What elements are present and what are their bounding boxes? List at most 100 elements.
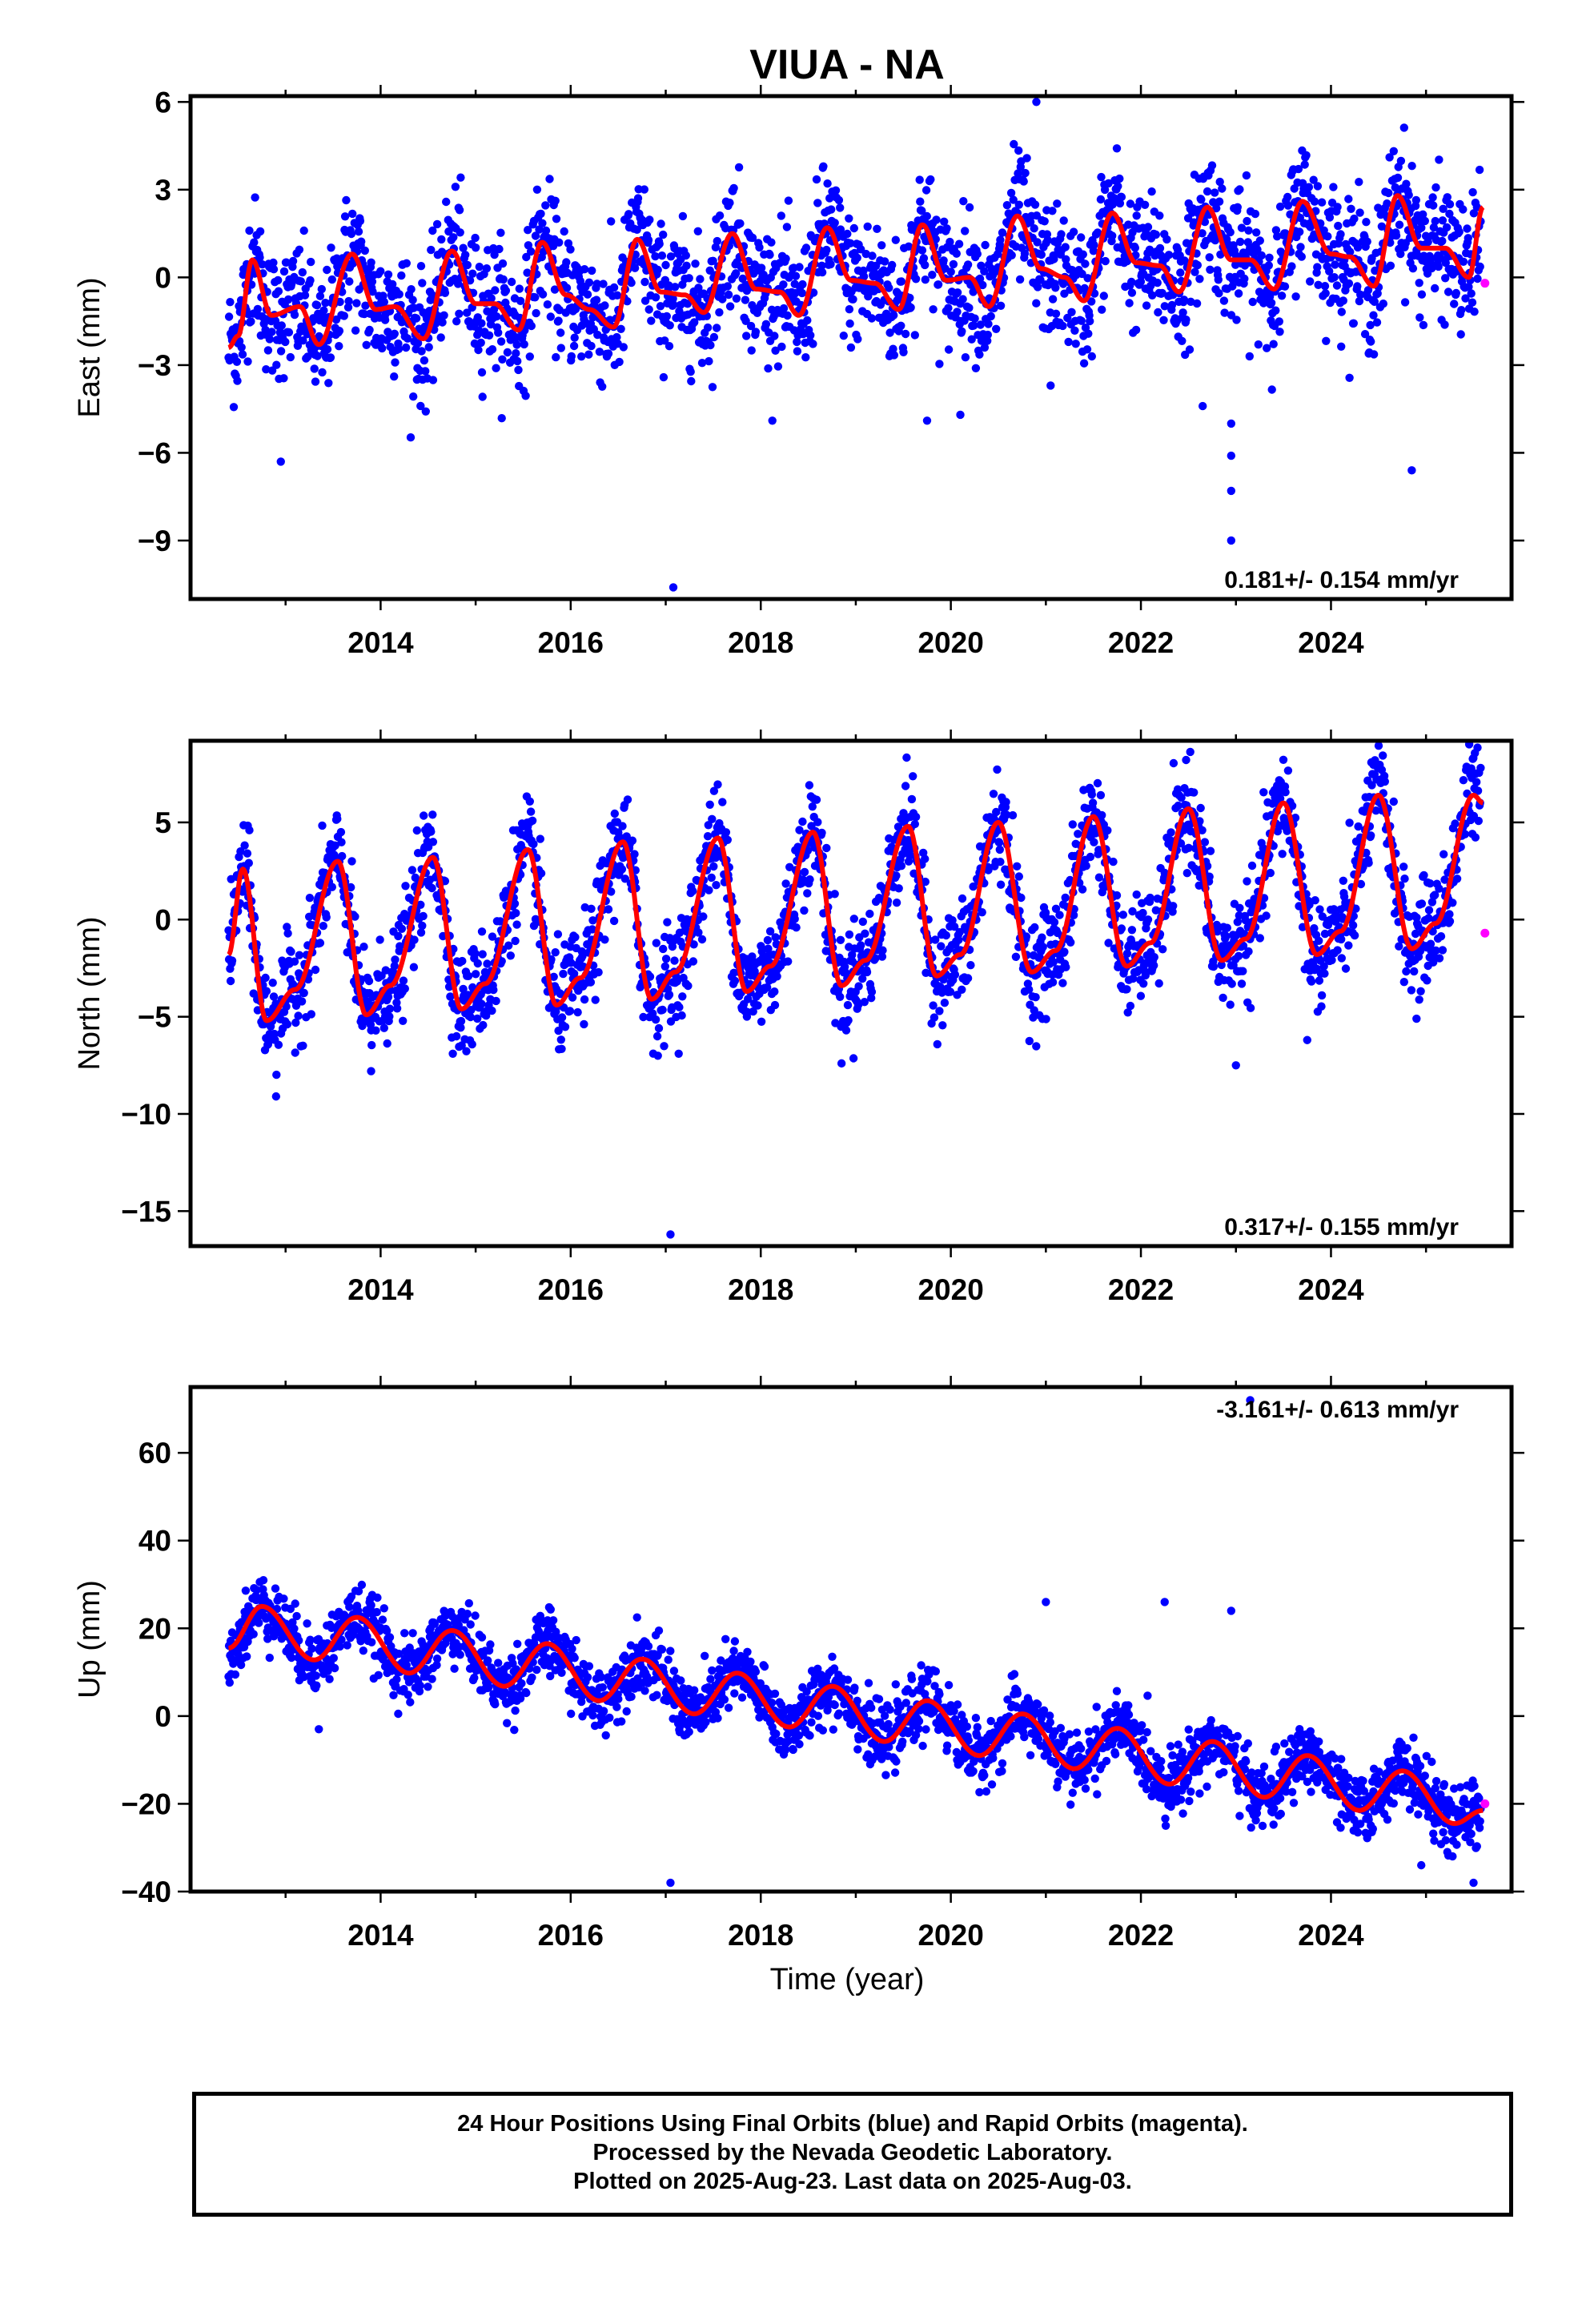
final-orbit-point [1400, 298, 1410, 307]
final-orbit-point [1254, 340, 1263, 349]
final-orbit-point [929, 305, 938, 314]
final-orbit-point [1325, 267, 1334, 275]
final-orbit-point [428, 883, 436, 893]
final-orbit-point [813, 199, 822, 207]
final-orbit-point [506, 951, 515, 960]
final-orbit-point [1349, 319, 1359, 328]
final-orbit-point [617, 865, 627, 874]
outlier-point [1303, 1035, 1311, 1044]
final-orbit-point [736, 219, 745, 228]
final-orbit-point [1048, 207, 1057, 215]
final-orbit-point [437, 235, 446, 244]
final-orbit-point [1350, 931, 1359, 940]
final-orbit-point [479, 1020, 488, 1030]
final-orbit-point [885, 328, 894, 337]
final-orbit-point [488, 1006, 496, 1015]
final-orbit-point [819, 162, 828, 171]
final-orbit-point [645, 215, 654, 224]
final-orbit-point [935, 1007, 944, 1015]
final-orbit-point [697, 935, 707, 944]
final-orbit-point [294, 1011, 303, 1020]
final-orbit-point [296, 277, 305, 286]
final-orbit-point [428, 291, 436, 300]
final-orbit-point [1424, 914, 1433, 923]
final-orbit-point [1431, 283, 1439, 293]
final-orbit-point [458, 956, 467, 966]
final-orbit-point [1354, 822, 1363, 831]
final-orbit-point [526, 247, 536, 256]
final-orbit-point [665, 281, 673, 290]
final-orbit-point [1426, 879, 1435, 888]
final-orbit-point [347, 229, 356, 239]
final-orbit-point [1140, 200, 1150, 209]
final-orbit-point [442, 197, 451, 207]
final-orbit-point [817, 828, 826, 838]
final-orbit-point [490, 250, 499, 259]
final-orbit-point [1226, 227, 1235, 237]
final-orbit-point [1078, 885, 1087, 894]
final-orbit-point [428, 838, 438, 846]
final-orbit-point [245, 226, 254, 235]
final-orbit-point [1248, 297, 1257, 307]
final-orbit-point [1450, 300, 1459, 308]
final-orbit-point [1038, 933, 1046, 942]
final-orbit-point [961, 353, 970, 362]
y-tick-label: 0 [155, 903, 171, 936]
final-orbit-point [383, 992, 393, 1002]
final-orbit-point [1240, 274, 1249, 283]
final-orbit-point [1473, 786, 1483, 795]
final-orbit-point [1101, 256, 1110, 266]
final-orbit-point [1226, 1000, 1235, 1009]
final-orbit-point [463, 260, 472, 270]
final-orbit-point [742, 332, 751, 340]
final-orbit-point [503, 348, 512, 357]
final-orbit-point [480, 967, 490, 977]
final-orbit-point [1344, 195, 1353, 203]
final-orbit-point [394, 931, 403, 941]
final-orbit-point [1411, 929, 1420, 939]
final-orbit-point [1087, 297, 1096, 306]
final-orbit-point [618, 822, 627, 830]
final-orbit-point [283, 923, 291, 931]
final-orbit-point [600, 301, 609, 310]
final-orbit-point [975, 274, 985, 283]
final-orbit-point [1222, 932, 1231, 941]
final-orbit-point [1295, 227, 1304, 236]
final-orbit-point [1439, 204, 1447, 213]
outlier-point [1227, 419, 1236, 428]
final-orbit-point [1457, 306, 1466, 315]
final-orbit-point [1233, 203, 1243, 211]
final-orbit-point [1087, 790, 1097, 799]
final-orbit-point [1049, 958, 1058, 967]
final-orbit-point [1234, 951, 1243, 961]
final-orbit-point [284, 295, 293, 304]
final-orbit-point [623, 297, 632, 306]
final-orbit-point [1431, 216, 1440, 226]
final-orbit-point [970, 321, 978, 330]
final-orbit-point [1207, 161, 1217, 170]
final-orbit-point [1464, 283, 1473, 292]
final-orbit-point [598, 382, 607, 391]
final-orbit-point [1143, 223, 1153, 231]
final-orbit-point [1431, 183, 1440, 192]
final-orbit-point [1078, 250, 1088, 259]
final-orbit-point [408, 866, 417, 875]
final-orbit-point [684, 981, 693, 991]
final-orbit-point [648, 1009, 657, 1018]
final-orbit-point [917, 207, 926, 215]
final-orbit-point [1079, 359, 1089, 368]
final-orbit-point [1020, 249, 1030, 258]
final-orbit-point [361, 301, 370, 310]
final-orbit-point [1108, 231, 1117, 240]
final-orbit-point [1363, 237, 1371, 246]
final-orbit-point [1438, 236, 1447, 246]
final-orbit-point [954, 239, 964, 248]
final-orbit-point [929, 1001, 938, 1010]
final-orbit-point [1242, 171, 1251, 180]
final-orbit-point [557, 1013, 567, 1022]
final-orbit-point [1320, 969, 1329, 978]
final-orbit-point [1283, 192, 1292, 202]
final-orbit-point [1141, 971, 1150, 980]
final-orbit-point [580, 265, 589, 274]
final-orbit-point [1423, 237, 1432, 247]
